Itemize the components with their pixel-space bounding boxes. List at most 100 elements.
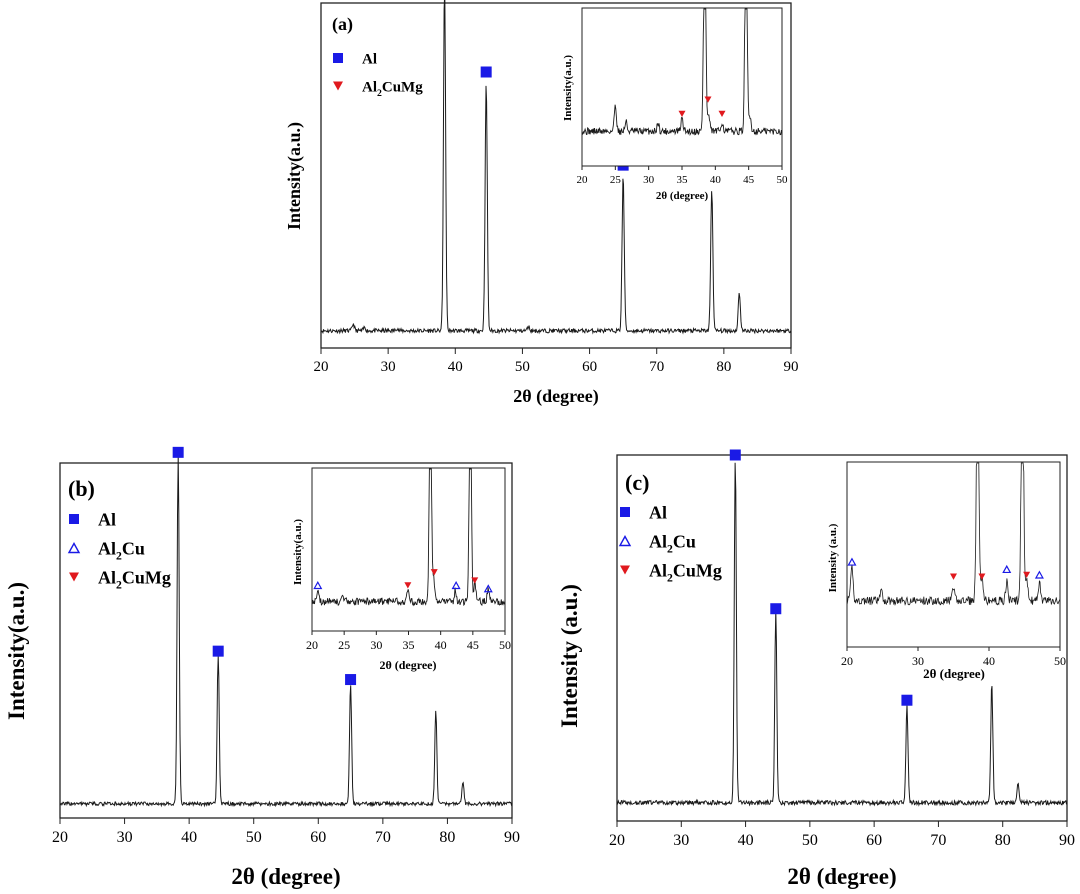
panel-c-x-tick-label: 30 xyxy=(673,832,689,849)
panel-a-legend-label: Al2CuMg xyxy=(362,79,423,99)
panel-c-legend-marker xyxy=(620,507,630,517)
panel-c-legend-label: Al2CuMg xyxy=(649,560,722,584)
panel-b-legend-label: Al xyxy=(98,509,116,529)
panel-a-inset-trace xyxy=(581,8,783,137)
panel-b-x-tick-label: 20 xyxy=(52,829,68,846)
panel-b-legend-label: Al2Cu xyxy=(98,538,145,562)
legend-label-main: Al xyxy=(362,79,377,95)
panel-b-inset-peak-marker xyxy=(471,577,479,584)
legend-label-subscript: 2 xyxy=(667,572,673,585)
panel-b-inset-bg xyxy=(312,468,505,631)
panel-b-inset-peak-marker xyxy=(313,580,323,590)
panel-a-frame xyxy=(320,2,792,349)
panel-c-peak-marker xyxy=(770,603,782,615)
panel-c-xrd-trace xyxy=(616,462,1068,807)
panel-b-inset-peak-marker xyxy=(483,584,493,593)
panel-c-x-tick-label: 70 xyxy=(930,832,946,849)
panel-c-inset-peak-marker xyxy=(847,557,857,566)
panel-a-inset-x-tick-label: 50 xyxy=(777,174,789,186)
panel-c-inset-x-axis-title: 2θ (degree) xyxy=(923,666,985,681)
panel-b-y-axis-title: Intensity(a.u.) xyxy=(4,582,29,720)
legend-label-main: Al xyxy=(362,51,377,67)
panel-c-inset-x-tick-label: 50 xyxy=(1054,654,1066,668)
panel-c-inset-peak-marker xyxy=(1023,571,1031,578)
panel-c-inset-frame xyxy=(846,461,1061,648)
panel-c: 20 30 40 50 60 70 80 90 2θ (degree) Intensity (a.… xyxy=(557,449,1075,889)
panel-b-label: (b) xyxy=(68,476,95,501)
panel-b-x-tick-label: 30 xyxy=(117,829,133,846)
panel-a-x-tick-label: 80 xyxy=(716,359,731,375)
panel-b: 20 30 40 50 60 70 80 90 2θ (degree) Intensity(a.u… xyxy=(4,446,520,889)
panel-b-x-tick-label: 40 xyxy=(181,829,197,846)
panel-c-inset: 20 30 40 50 2θ (degree) Intensity (a.u.) xyxy=(827,461,1066,681)
legend-label-tail: CuMg xyxy=(382,79,423,95)
panel-b-inset-x-tick-label: 25 xyxy=(338,638,350,652)
legend-label-tail: Cu xyxy=(122,538,145,558)
panel-a-label: (a) xyxy=(332,14,353,35)
panel-a-inset-peak-marker xyxy=(718,110,726,118)
panel-a-inset-x-tick-label: 40 xyxy=(710,174,722,186)
panel-b-peak-marker xyxy=(212,645,224,657)
panel-c-inset-peak-marker xyxy=(1002,564,1012,574)
legend-label-subscript: 2 xyxy=(667,543,673,556)
legend-label-main: Al xyxy=(649,531,667,551)
panel-a: 20 30 40 50 60 70 80 90 2θ (degree) Intensity(a.u… xyxy=(284,0,799,407)
panel-c-frame xyxy=(616,454,1068,822)
panel-a-x-tick-label: 60 xyxy=(582,359,597,375)
panel-b-legend-marker xyxy=(69,514,79,524)
panel-c-inset-x-tick-label: 20 xyxy=(841,654,853,668)
panel-b-inset-peak-marker xyxy=(404,582,412,589)
panel-a-x-tick-label: 40 xyxy=(448,359,463,375)
panel-b-x-tick-label: 90 xyxy=(504,829,520,846)
panel-a-legend-marker xyxy=(333,53,343,63)
panel-b-x-tick-label: 50 xyxy=(246,829,262,846)
panel-b-x-tick-label: 80 xyxy=(439,829,455,846)
legend-label-main: Al xyxy=(98,538,116,558)
panel-c-inset-x-tick-label: 30 xyxy=(912,654,924,668)
panel-b-legend-marker xyxy=(69,572,79,582)
legend-label-main: Al xyxy=(649,560,667,580)
panel-c-inset-peak-marker xyxy=(950,573,957,580)
panel-b-frame xyxy=(59,462,513,819)
legend-label-subscript: 2 xyxy=(116,579,122,592)
panel-a-peak-marker xyxy=(480,66,492,78)
panel-b-peak-marker xyxy=(172,446,184,458)
panel-c-x-tick-label: 40 xyxy=(738,832,754,849)
panel-a-inset-x-tick-label: 35 xyxy=(677,174,689,186)
legend-label-main: Al xyxy=(98,509,116,529)
legend-label-tail: CuMg xyxy=(122,567,171,587)
panel-c-x-tick-label: 80 xyxy=(995,832,1011,849)
panel-c-inset-peak-marker xyxy=(1034,570,1044,579)
panel-b-legend-marker xyxy=(67,542,81,554)
panel-b-inset-peak-marker xyxy=(451,580,461,590)
legend-label-tail: Cu xyxy=(673,531,696,551)
panel-c-legend-marker xyxy=(618,535,632,547)
legend-label-subscript: 2 xyxy=(116,550,122,563)
panel-c-x-tick-label: 50 xyxy=(802,832,818,849)
panel-c-label: (c) xyxy=(625,470,649,495)
panel-b-inset-x-tick-label: 40 xyxy=(435,638,447,652)
panel-a-x-tick-label: 30 xyxy=(381,359,396,375)
panel-a-xrd-trace xyxy=(320,0,792,335)
panel-a-inset-x-axis-title: 2θ (degree) xyxy=(656,190,709,202)
legend-label-main: Al xyxy=(649,502,667,522)
panel-b-inset-x-tick-label: 35 xyxy=(403,638,415,652)
panel-a-inset-peak-marker xyxy=(678,110,686,118)
panel-c-x-axis-title: 2θ (degree) xyxy=(787,864,896,889)
panel-c-x-tick-label: 60 xyxy=(866,832,882,849)
legend-label-tail: CuMg xyxy=(673,560,722,580)
panel-a-inset: 20 25 30 35 40 45 50 2θ (degree) Intensity(a.u.) xyxy=(562,7,789,202)
panel-c-legend-label: Al2Cu xyxy=(649,531,696,555)
panel-c-x-tick-label: 90 xyxy=(1059,832,1075,849)
panel-a-inset-y-axis-title: Intensity(a.u.) xyxy=(562,55,574,121)
panel-a-inset-bg xyxy=(582,8,782,166)
panel-c-inset-bg xyxy=(847,462,1060,647)
panel-c-inset-y-axis-title: Intensity (a.u.) xyxy=(827,523,839,592)
panel-b-inset-x-tick-label: 45 xyxy=(467,638,479,652)
panel-b-x-tick-label: 70 xyxy=(375,829,391,846)
panel-c-inset-peak-marker xyxy=(978,573,986,580)
panel-b-inset-y-axis-title: Intensity(a.u.) xyxy=(292,519,304,585)
panel-b-inset-x-axis-title: 2θ (degree) xyxy=(379,658,436,672)
legend-label-main: Al xyxy=(98,567,116,587)
